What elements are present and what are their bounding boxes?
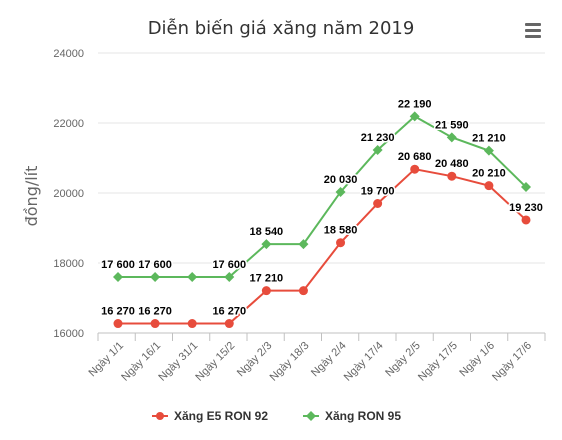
data-point[interactable]	[410, 164, 420, 174]
data-point[interactable]	[521, 182, 531, 193]
x-tick-label: Ngày 31/1	[156, 340, 200, 384]
y-axis-label: đồng/lít	[22, 166, 41, 227]
data-label: 17 600	[212, 259, 246, 271]
data-point[interactable]	[521, 215, 531, 225]
data-point[interactable]	[483, 145, 494, 156]
series-line-1	[118, 115, 527, 278]
data-point[interactable]	[446, 132, 457, 143]
y-tick-label: 22000	[53, 118, 84, 130]
x-tick-label: Ngày 18/3	[268, 340, 312, 384]
legend-item-e5[interactable]: Xăng E5 RON 92	[152, 409, 268, 423]
chart-title: Diễn biến giá xăng năm 2019	[148, 18, 415, 39]
y-axis-ticks: 16000 18000 20000 22000 24000	[53, 48, 84, 340]
data-label: 20 480	[435, 158, 469, 170]
data-label: 20 680	[398, 151, 432, 163]
y-tick-label: 18000	[53, 258, 84, 270]
legend-marker-e5	[156, 412, 164, 420]
x-tick-label: Ngày 16/1	[119, 340, 163, 384]
data-point[interactable]	[150, 272, 161, 282]
data-label: 18 540	[250, 226, 284, 238]
data-point[interactable]	[372, 144, 383, 155]
legend-marker-ron95	[306, 411, 316, 421]
legend: Xăng E5 RON 92 Xăng RON 95	[152, 409, 401, 423]
data-label: 22 190	[398, 98, 432, 110]
data-label: 19 230	[509, 202, 543, 214]
data-point[interactable]	[261, 286, 271, 296]
data-point[interactable]	[373, 199, 383, 208]
x-tick-label: Ngày 17/6	[490, 340, 534, 384]
data-point[interactable]	[335, 186, 346, 197]
data-point[interactable]	[484, 181, 494, 191]
data-label: 16 270	[101, 306, 135, 318]
data-point[interactable]	[150, 319, 160, 329]
y-tick-label: 16000	[53, 328, 84, 340]
data-point[interactable]	[224, 319, 234, 329]
data-point[interactable]	[187, 319, 197, 329]
data-label: 17 210	[250, 273, 284, 285]
data-point[interactable]	[336, 238, 346, 248]
data-label: 16 270	[212, 306, 246, 318]
y-tick-label: 20000	[53, 188, 84, 200]
data-point[interactable]	[224, 272, 235, 282]
data-point[interactable]	[187, 272, 198, 282]
data-point[interactable]	[298, 286, 308, 296]
series-group	[113, 111, 531, 329]
y-tick-label: 24000	[53, 48, 84, 60]
series-line-0	[118, 168, 527, 325]
data-label: 18 580	[324, 225, 358, 237]
data-point[interactable]	[298, 239, 309, 250]
data-label: 20 030	[324, 174, 358, 186]
legend-item-ron95[interactable]: Xăng RON 95	[303, 409, 401, 423]
data-label: 21 590	[435, 119, 469, 131]
hamburger-menu-icon[interactable]	[518, 18, 548, 44]
x-tick-label: Ngày 17/5	[416, 340, 460, 384]
legend-label-ron95: Xăng RON 95	[325, 409, 401, 423]
legend-label-e5: Xăng E5 RON 92	[174, 409, 268, 423]
data-point[interactable]	[113, 319, 123, 329]
gridlines	[98, 52, 545, 334]
data-label: 16 270	[138, 306, 172, 318]
data-label: 21 230	[361, 132, 395, 144]
data-label: 17 600	[101, 259, 135, 271]
x-tick-label: Ngày 15/2	[193, 340, 237, 384]
data-label: 21 210	[472, 133, 506, 145]
x-tick-label: Ngày 17/4	[342, 340, 386, 384]
data-point[interactable]	[409, 111, 420, 122]
data-point[interactable]	[261, 239, 272, 250]
data-label: 19 700	[361, 186, 395, 198]
data-point[interactable]	[113, 272, 123, 282]
data-label: 20 210	[472, 168, 506, 180]
data-point[interactable]	[447, 171, 457, 181]
data-label: 17 600	[138, 259, 172, 271]
x-axis-tick-marks	[97, 333, 546, 341]
